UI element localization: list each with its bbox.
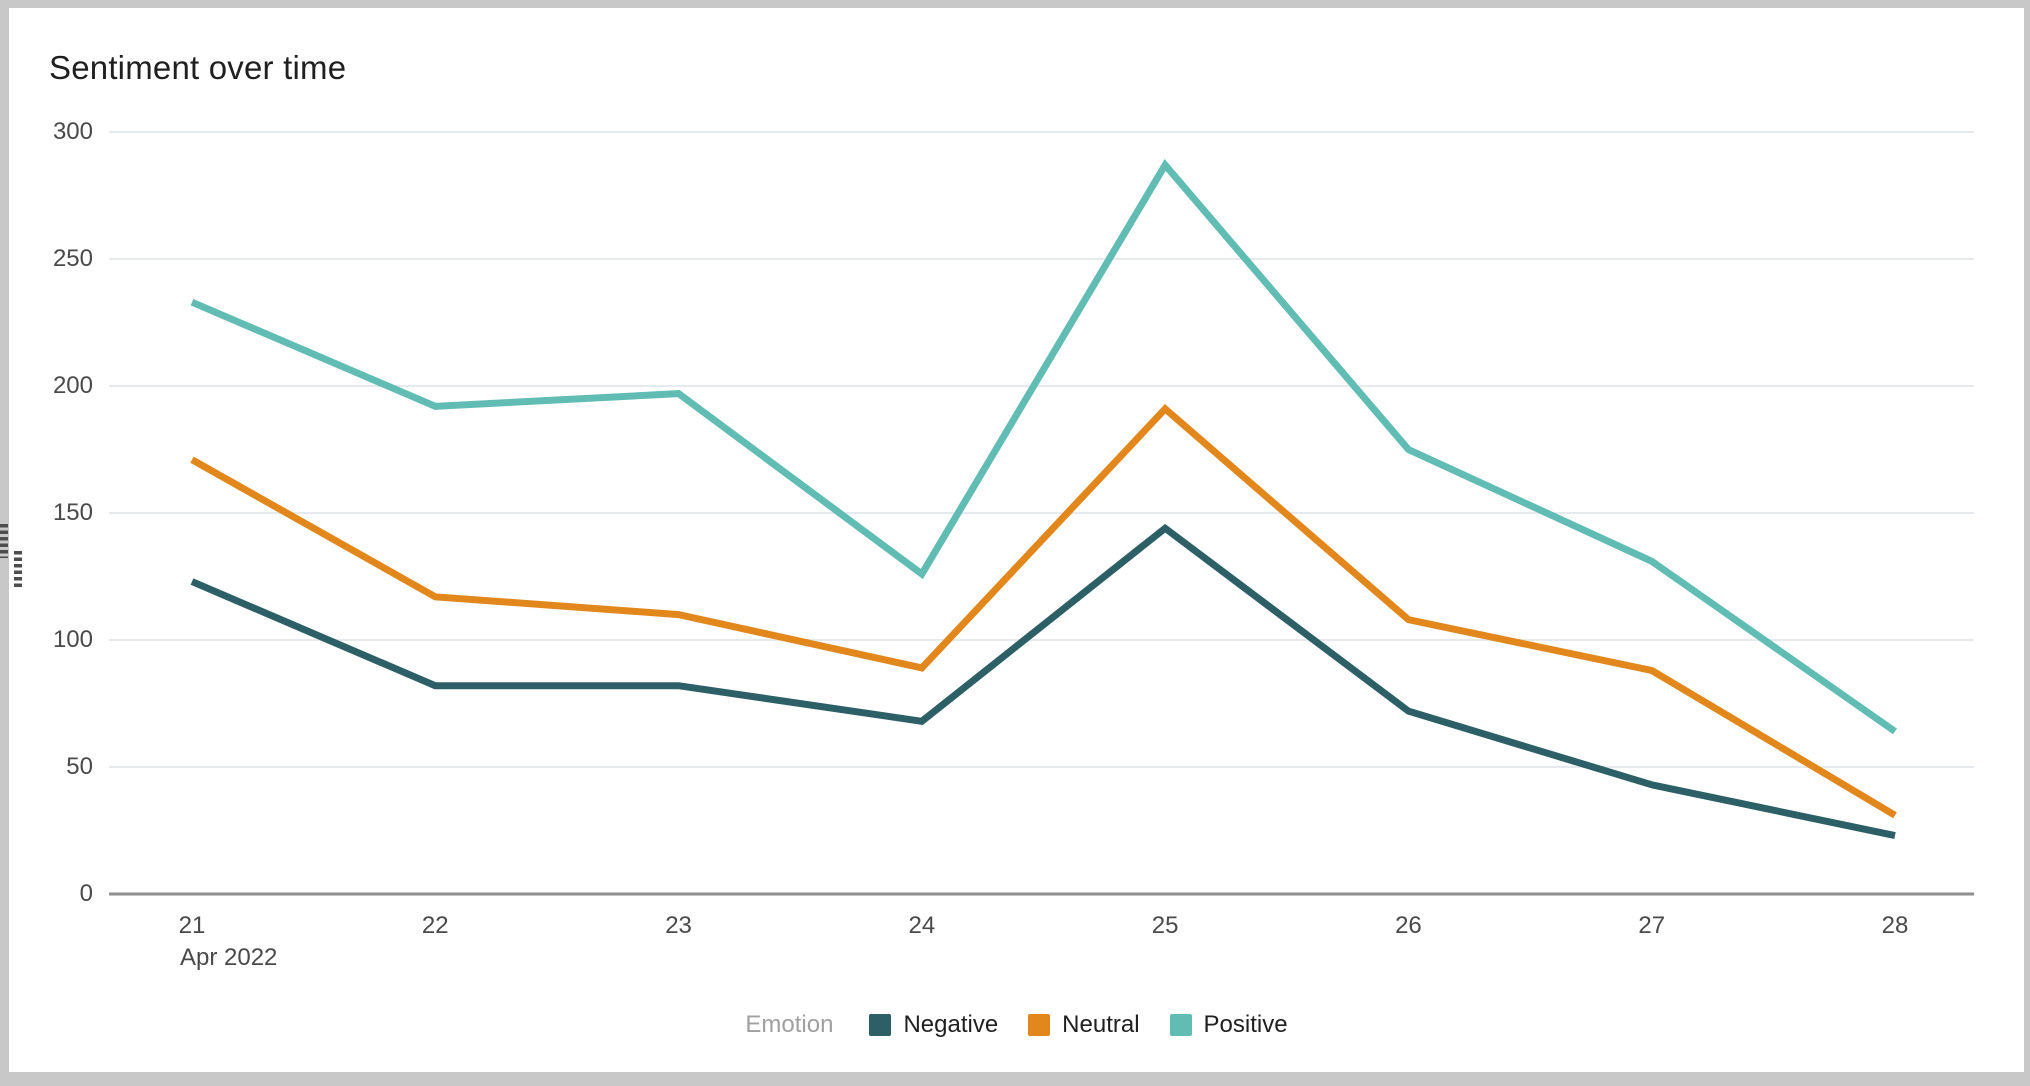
x-tick-label-21: 21 xyxy=(178,912,206,939)
legend-label: Positive xyxy=(1203,1011,1288,1038)
legend-label: Negative xyxy=(903,1011,999,1038)
legend-swatch-negative xyxy=(869,1014,892,1036)
edge-drag-grip-icon xyxy=(14,551,22,589)
series-line-negative[interactable] xyxy=(190,523,1896,840)
x-tick-label-28: 28 xyxy=(1881,912,1909,939)
legend-item-positive[interactable]: Positive xyxy=(1169,1011,1288,1039)
x-tick-label-23: 23 xyxy=(665,912,692,939)
y-tick-label-100: 100 xyxy=(52,626,93,653)
y-tick-label-250: 250 xyxy=(52,245,93,272)
legend-label: Neutral xyxy=(1062,1011,1140,1038)
legend-swatch-neutral xyxy=(1028,1014,1051,1036)
series-line-positive[interactable] xyxy=(190,159,1898,735)
chart-title: Sentiment over time xyxy=(49,49,347,86)
legend-item-negative[interactable]: Negative xyxy=(869,1011,998,1039)
x-tick-label-22: 22 xyxy=(421,912,449,939)
x-tick-label-24: 24 xyxy=(908,912,936,939)
edge-drag-grip-icon xyxy=(0,524,8,558)
y-tick-label-0: 0 xyxy=(79,880,93,907)
x-axis-sublabel: Apr 2022 xyxy=(180,944,278,971)
legend-item-neutral[interactable]: Neutral xyxy=(1028,1011,1140,1039)
y-tick-label-300: 300 xyxy=(52,118,93,145)
legend-swatch-positive xyxy=(1169,1014,1192,1036)
y-tick-label-150: 150 xyxy=(52,499,93,526)
chart-legend: Emotion Negative Neutral Positive xyxy=(9,1008,2024,1042)
series-line-neutral[interactable] xyxy=(190,404,1897,819)
x-tick-label-26: 26 xyxy=(1395,912,1422,939)
y-tick-label-200: 200 xyxy=(52,372,93,399)
legend-title: Emotion xyxy=(745,1011,834,1038)
x-tick-label-25: 25 xyxy=(1151,912,1179,939)
x-tick-label-27: 27 xyxy=(1638,912,1666,939)
chart-card: Sentiment over time 0 50 100 150 200 250 300 2… xyxy=(9,8,2024,1072)
line-chart xyxy=(109,131,1974,896)
y-tick-label-50: 50 xyxy=(66,753,93,780)
